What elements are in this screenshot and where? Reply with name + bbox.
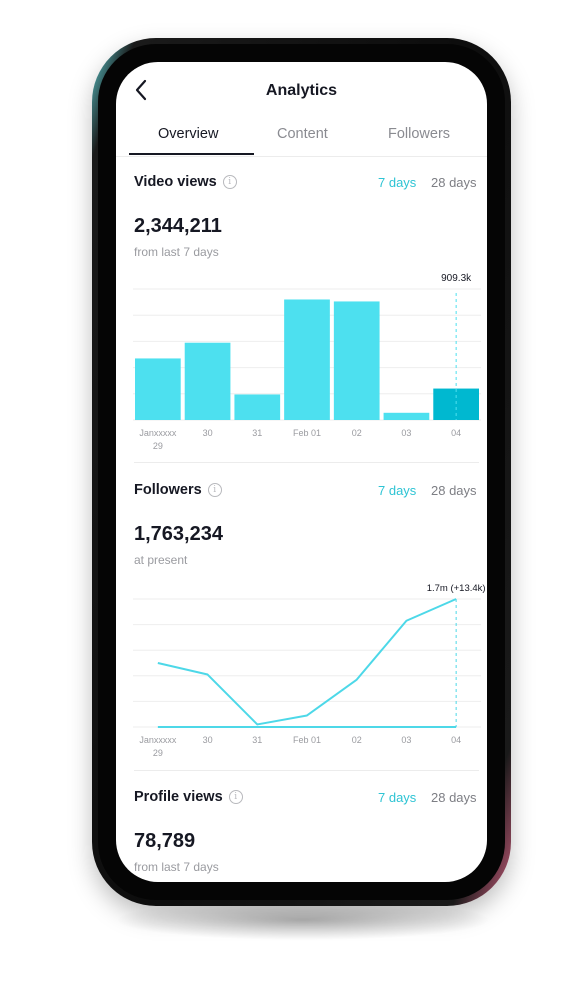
- video-views-7days[interactable]: 7 days: [378, 175, 417, 190]
- profile-views-value: 78,789: [134, 830, 196, 852]
- highlight-value-label: 909.3k: [441, 273, 472, 284]
- x-tick-label: 03: [401, 735, 411, 745]
- section-divider: [134, 770, 479, 771]
- x-tick-label: 02: [352, 428, 362, 438]
- profile-views-title: Profile views: [134, 789, 223, 805]
- video-views-value: 2,344,211: [134, 215, 222, 237]
- phone-frame: Analytics Overview Content Followers Vid…: [92, 38, 511, 906]
- bar: [135, 358, 181, 420]
- highlight-value-label: 1.7m (+13.4k): [427, 583, 486, 594]
- bar: [284, 299, 330, 420]
- info-icon[interactable]: i: [207, 483, 222, 497]
- followers-line: [157, 598, 457, 726]
- x-tick-label: Janxxxxx: [139, 428, 177, 438]
- followers-7days[interactable]: 7 days: [378, 483, 417, 498]
- followers-line-chart: 1.7m (+13.4k) Janxxxxx 29 30 31 Feb 01 02 03 04: [133, 583, 486, 758]
- phone-shadow: [118, 900, 488, 940]
- video-views-caption: from last 7 days: [134, 245, 219, 259]
- bar: [383, 412, 430, 420]
- x-tick-label: 30: [203, 428, 213, 438]
- tab-overview[interactable]: Overview: [158, 126, 219, 142]
- video-views-bar-chart: 909.3k Janxxxxx 29 30 31 Feb 01 02 03 04: [133, 273, 481, 451]
- profile-views-28days[interactable]: 28 days: [431, 790, 477, 805]
- followers-28days[interactable]: 28 days: [431, 483, 477, 498]
- followers-value: 1,763,234: [134, 523, 223, 545]
- section-divider: [134, 462, 479, 463]
- page-title: Analytics: [265, 82, 338, 99]
- video-views-title: Video views: [134, 174, 217, 190]
- x-tick-label: 02: [352, 735, 362, 745]
- app-header: Analytics: [116, 62, 487, 117]
- x-tick-label: 29: [153, 748, 163, 758]
- x-tick-label: 03: [401, 428, 411, 438]
- followers-title: Followers: [134, 482, 202, 498]
- bar: [184, 342, 231, 420]
- x-tick-label: 04: [451, 428, 461, 438]
- profile-views-caption: from last 7 days: [134, 860, 219, 874]
- tab-bar: Overview Content Followers: [116, 117, 487, 157]
- tab-content[interactable]: Content: [277, 126, 328, 142]
- x-tick-label: Feb 01: [293, 735, 321, 745]
- followers-header: Followers i: [134, 482, 222, 498]
- profile-views-7days[interactable]: 7 days: [378, 790, 417, 805]
- profile-views-header: Profile views i: [134, 789, 243, 805]
- x-tick-label: 04: [451, 735, 461, 745]
- x-tick-label: 31: [252, 735, 262, 745]
- x-tick-label: Janxxxxx: [139, 735, 177, 745]
- bar: [234, 394, 281, 420]
- info-icon[interactable]: i: [222, 175, 237, 189]
- bar: [333, 301, 380, 420]
- x-tick-label: Feb 01: [293, 428, 321, 438]
- chevron-left-icon[interactable]: [130, 78, 154, 102]
- video-views-header: Video views i: [134, 174, 237, 190]
- info-icon[interactable]: i: [228, 790, 243, 804]
- active-tab-indicator: [129, 153, 254, 155]
- followers-caption: at present: [134, 553, 188, 567]
- app-screen: Analytics Overview Content Followers Vid…: [116, 62, 487, 882]
- video-views-28days[interactable]: 28 days: [431, 175, 477, 190]
- x-tick-label: 31: [252, 428, 262, 438]
- tab-followers[interactable]: Followers: [388, 126, 451, 142]
- x-tick-label: 29: [153, 441, 163, 451]
- x-tick-label: 30: [203, 735, 213, 745]
- phone-bezel: Analytics Overview Content Followers Vid…: [98, 44, 505, 900]
